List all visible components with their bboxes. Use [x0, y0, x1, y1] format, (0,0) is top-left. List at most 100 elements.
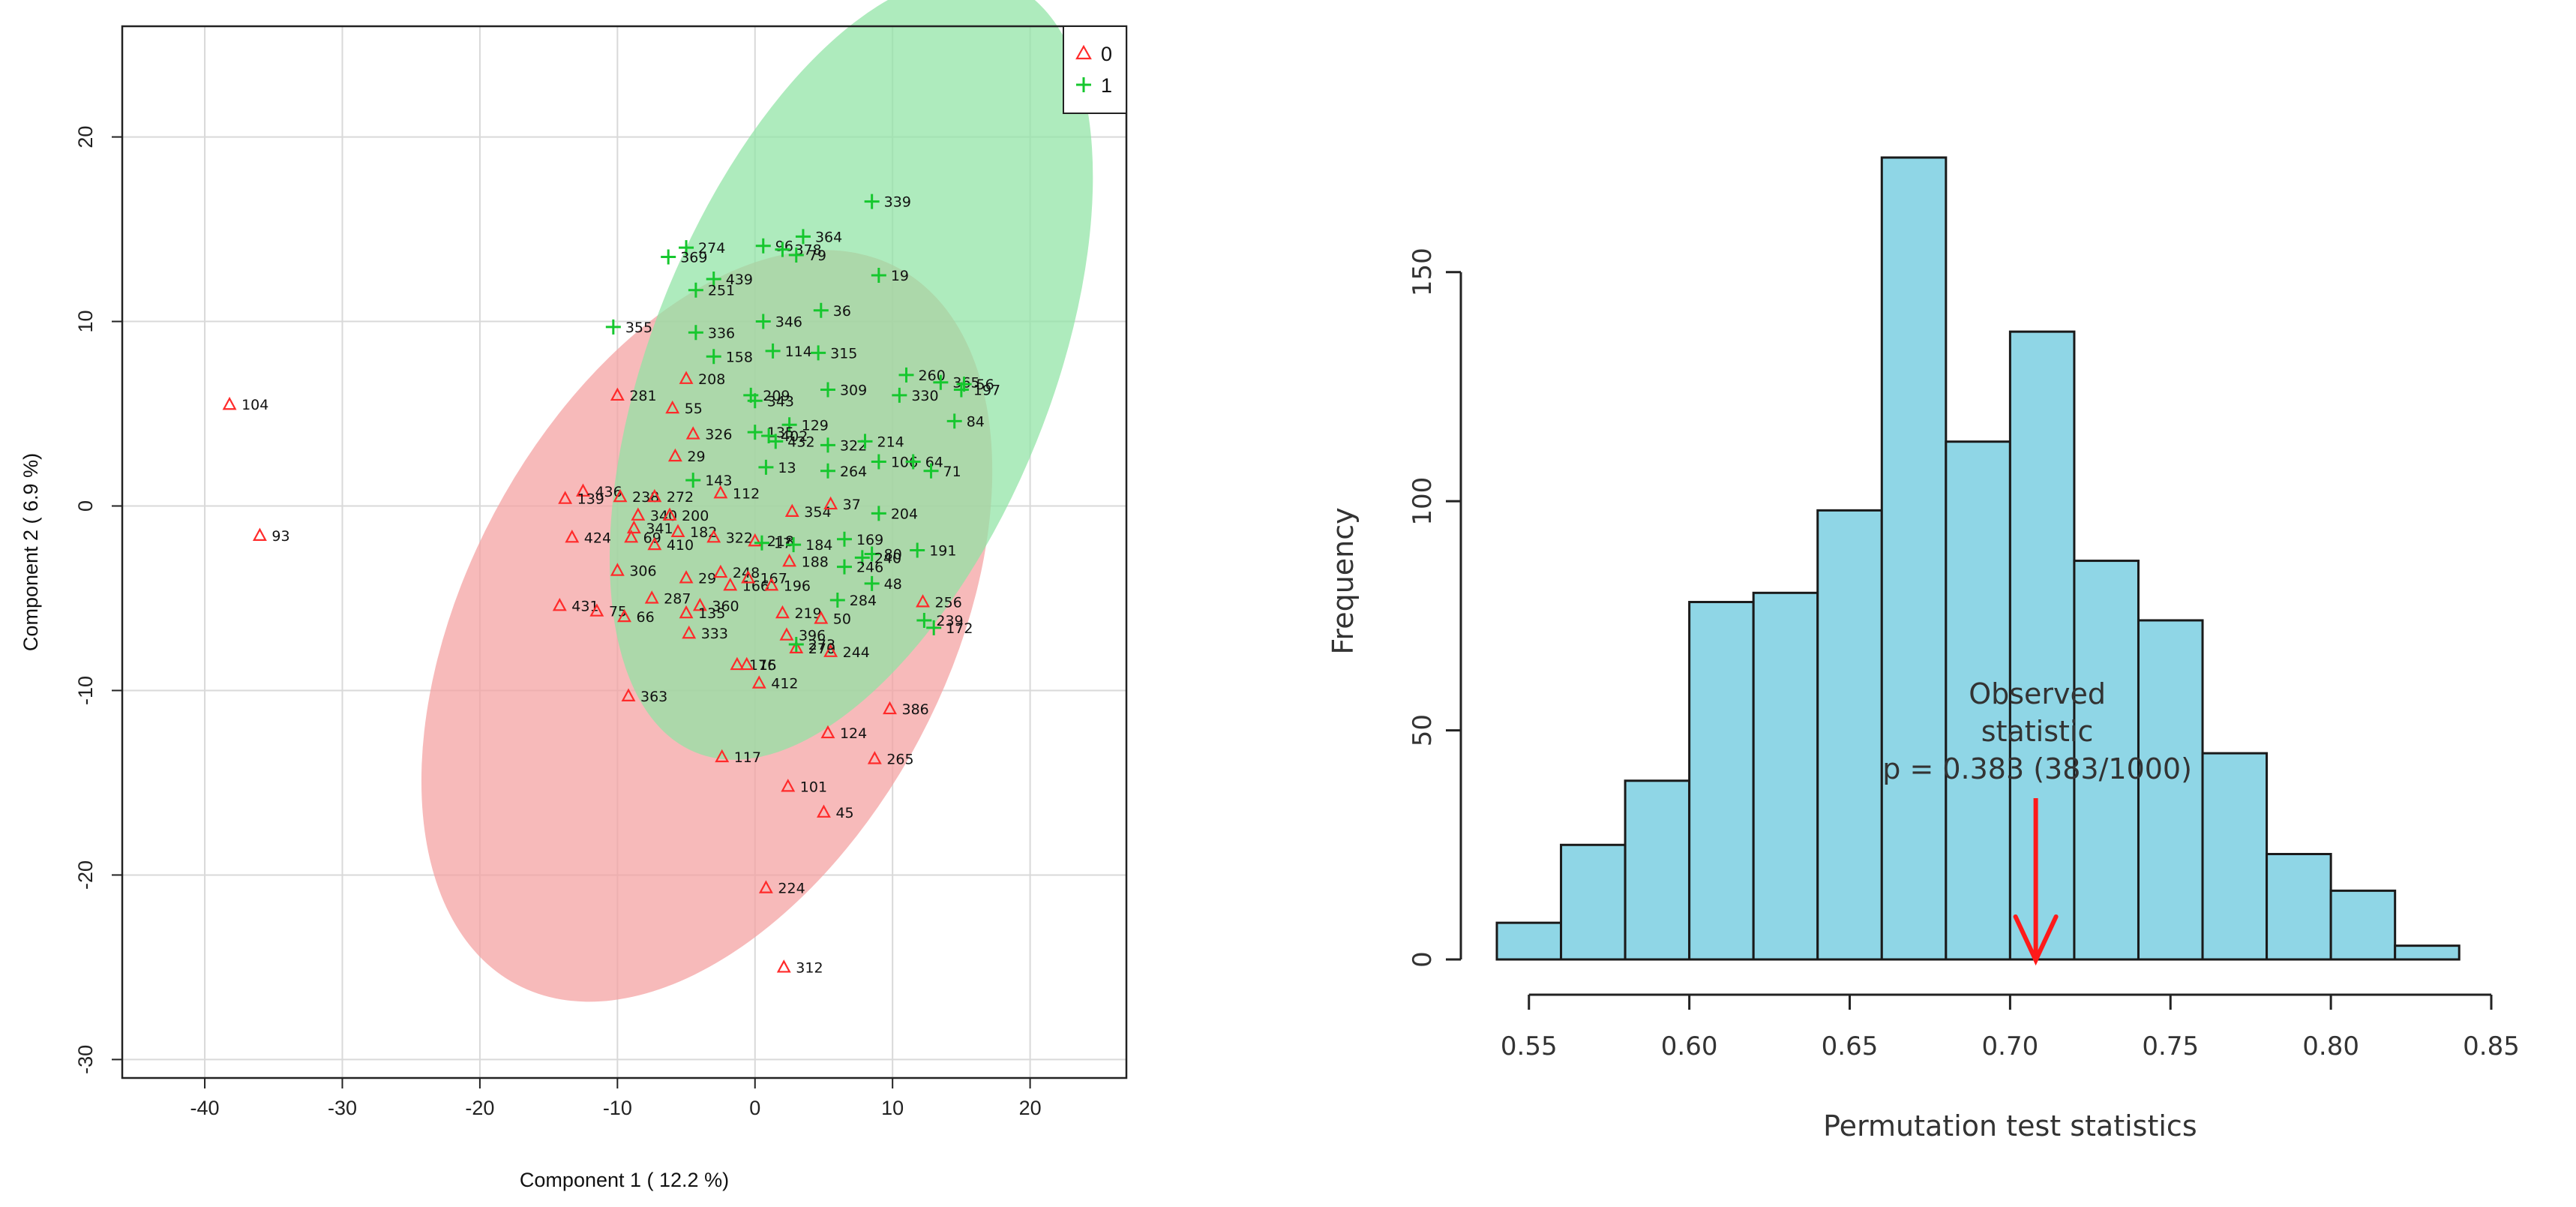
point-label: 117 [734, 749, 761, 766]
triangle-marker-sample [222, 396, 237, 410]
point-label: 264 [840, 464, 867, 480]
triangle-marker-sample [713, 564, 728, 578]
triangle-marker-sample [576, 483, 590, 497]
point-label: 339 [884, 194, 911, 211]
histogram-x-axis-title: Permutation test statistics [1823, 1109, 2197, 1142]
point-label: 363 [640, 689, 667, 705]
triangle-marker-sample [751, 675, 766, 689]
point-label: 341 [646, 521, 673, 537]
point-label: 251 [708, 283, 735, 299]
plus-marker-sample [933, 374, 949, 390]
triangle-marker-sample [883, 701, 897, 715]
point-label: 50 [833, 611, 851, 628]
triangle-marker-sample [781, 779, 796, 792]
triangle-marker-sample [647, 488, 662, 503]
triangle-marker-sample [558, 491, 573, 504]
histogram-bar [2137, 619, 2204, 961]
triangle-marker-sample [613, 488, 628, 503]
histogram-bar [2008, 330, 2076, 961]
triangle-marker-sample [916, 594, 930, 608]
point-label: 197 [973, 383, 1000, 399]
point-label: 272 [667, 489, 694, 506]
plus-marker-sample [871, 268, 886, 284]
legend-triangle-icon [1075, 44, 1092, 60]
triangle-marker-sample [706, 530, 721, 543]
triangle-marker-sample [713, 485, 728, 499]
triangle-marker-sample [252, 527, 267, 541]
legend-box [1063, 26, 1127, 114]
triangle-marker-sample [779, 627, 794, 641]
legend-label: 1 [1101, 74, 1112, 97]
plus-marker-sample [706, 271, 721, 287]
triangle-marker-sample [789, 640, 804, 654]
plus-marker-sample [747, 425, 763, 440]
point-label: 265 [886, 751, 913, 767]
plus-marker-sample [864, 546, 880, 562]
plus-marker-sample [755, 238, 771, 254]
plus-marker-sample [864, 194, 880, 209]
point-label: 158 [726, 349, 753, 365]
point-label: 124 [840, 725, 867, 742]
point-label: 17 [774, 536, 792, 552]
triangle-marker-sample [552, 598, 567, 611]
point-label: 191 [929, 543, 956, 560]
point-label: 13 [778, 460, 796, 476]
histogram-bar [1495, 921, 1563, 961]
histogram-bar [1560, 843, 1627, 961]
triangle-marker-sample [679, 570, 694, 584]
histogram-bar [2266, 853, 2332, 961]
point-label: 71 [943, 464, 961, 480]
y-tick-label: -20 [74, 860, 97, 890]
point-label: 101 [800, 779, 827, 795]
x-tick-label: 20 [1019, 1097, 1042, 1119]
plus-marker-sample [953, 382, 969, 398]
histogram-x-tick-label: 0.65 [1822, 1031, 1879, 1061]
triangle-marker-sample [764, 577, 779, 591]
point-label: 396 [799, 628, 826, 644]
point-label: 188 [802, 554, 829, 570]
point-label: 204 [891, 506, 918, 522]
plus-marker-sample [758, 459, 774, 475]
point-label: 208 [698, 371, 725, 388]
point-label: 209 [763, 388, 790, 404]
point-label: 37 [843, 497, 861, 513]
point-label: 326 [705, 427, 732, 443]
point-label: 106 [891, 454, 918, 470]
point-label: 273 [808, 637, 835, 653]
triangle-marker-sample [624, 530, 639, 543]
triangle-marker-sample [667, 448, 682, 462]
plus-marker-sample [775, 242, 790, 257]
histogram-bar [1816, 509, 1883, 961]
point-label: 15 [759, 657, 777, 674]
point-label: 360 [712, 598, 739, 614]
triangle-marker-sample [679, 605, 694, 619]
point-label: 139 [577, 491, 604, 508]
point-label: 274 [698, 240, 725, 257]
point-label: 246 [856, 560, 883, 576]
plus-marker-sample [754, 535, 769, 551]
point-label: 355 [625, 320, 652, 336]
point-label: 312 [796, 959, 823, 976]
point-label: 112 [733, 485, 760, 502]
scatter-x-axis-title: Component 1 ( 12.2 %) [520, 1169, 729, 1191]
triangle-marker-sample [758, 880, 773, 893]
point-label: 80 [884, 546, 902, 563]
plus-marker-sample [765, 343, 781, 359]
point-label: 309 [840, 383, 867, 399]
plus-marker-sample [755, 314, 771, 329]
point-label: 29 [687, 449, 705, 465]
legend-label: 0 [1101, 43, 1112, 65]
scatter-legend: 01 [1063, 26, 1127, 114]
point-label: 75 [609, 604, 627, 620]
scatter-plot-frame [121, 25, 1128, 1079]
histogram-bar [2394, 944, 2461, 961]
triangle-marker-sample [820, 725, 835, 739]
triangle-marker-sample [748, 533, 763, 547]
point-label: 412 [771, 676, 798, 692]
point-label: 135 [698, 605, 725, 622]
histogram-x-tick-label: 0.75 [2142, 1031, 2199, 1061]
y-tick-label: -30 [74, 1045, 97, 1074]
triangle-marker-sample [741, 570, 756, 584]
plus-marker-sample [820, 382, 835, 398]
plus-marker-sample [820, 437, 835, 453]
